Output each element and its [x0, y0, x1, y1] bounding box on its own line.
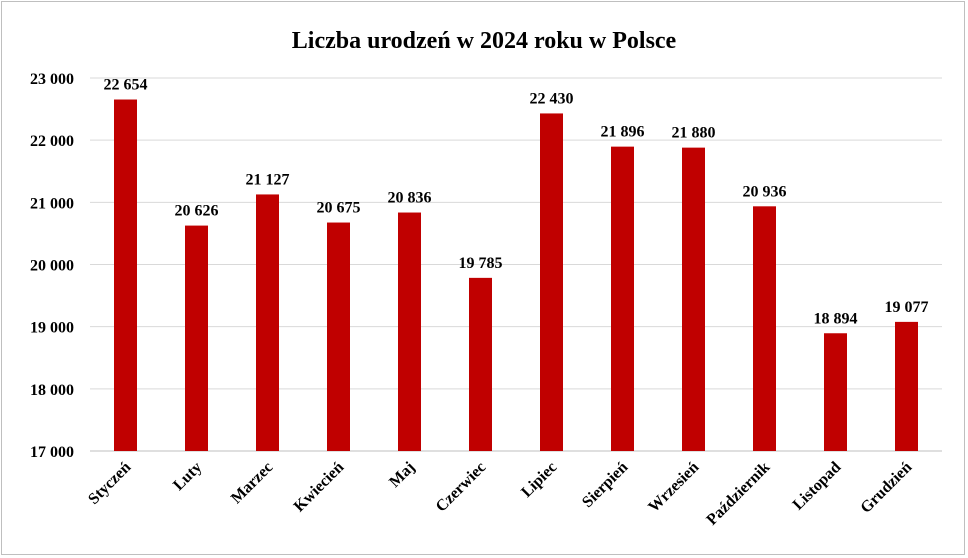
x-tick-label: Marzec: [228, 459, 276, 507]
data-label: 19 077: [885, 299, 929, 316]
bar: [824, 333, 847, 451]
y-tick-label: 17 000: [30, 444, 74, 461]
data-label: 22 654: [104, 77, 148, 94]
data-label: 21 896: [601, 124, 645, 141]
x-tick-label: Styczeń: [85, 459, 134, 508]
data-label: 20 836: [388, 190, 432, 207]
x-tick-label: Maj: [386, 459, 418, 491]
y-tick-label: 19 000: [30, 320, 74, 337]
bar: [327, 222, 350, 451]
x-tick-label: Grudzień: [857, 459, 915, 517]
bar: [682, 147, 705, 452]
y-tick-label: 18 000: [30, 382, 74, 399]
x-tick-label: Lipiec: [518, 459, 560, 501]
data-label: 20 675: [317, 200, 361, 217]
data-label: 19 785: [459, 255, 503, 272]
x-tick-label: Luty: [170, 459, 205, 494]
y-tick-label: 20 000: [30, 258, 74, 275]
bar: [114, 99, 137, 451]
bar: [469, 277, 492, 451]
y-tick-label: 22 000: [30, 133, 74, 150]
data-label: 18 894: [814, 310, 858, 327]
data-label: 20 626: [175, 203, 219, 220]
x-tick-label: Kwiecień: [291, 459, 348, 516]
bar: [895, 321, 918, 451]
x-tick-label: Sierpień: [579, 459, 631, 511]
bar: [611, 146, 634, 451]
data-label: 21 880: [672, 125, 716, 142]
bar: [398, 212, 421, 451]
chart-title: Liczba urodzeń w 2024 roku w Polsce: [292, 28, 677, 54]
bar: [540, 113, 563, 451]
bar: [753, 206, 776, 451]
data-label: 20 936: [743, 183, 787, 200]
x-tick-label: Wrzesień: [645, 459, 702, 516]
y-tick-label: 23 000: [30, 71, 74, 88]
data-label: 22 430: [530, 90, 574, 107]
bar: [185, 225, 208, 451]
x-tick-label: Czerwiec: [433, 459, 490, 516]
x-tick-label: Październik: [703, 459, 773, 529]
x-tick-label: Listopad: [790, 459, 845, 514]
bar: [256, 194, 279, 451]
data-label: 21 127: [246, 171, 290, 188]
y-tick-label: 21 000: [30, 195, 74, 212]
